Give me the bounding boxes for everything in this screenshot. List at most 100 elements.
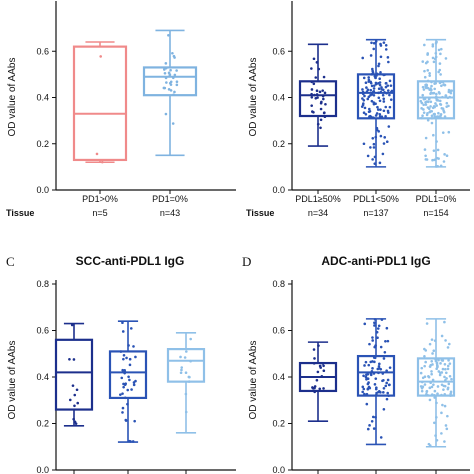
data-point	[420, 116, 423, 120]
data-point	[440, 106, 444, 110]
data-point	[361, 92, 365, 96]
data-point	[126, 388, 130, 392]
data-point	[434, 81, 437, 85]
data-point	[439, 47, 443, 51]
data-point	[374, 82, 378, 86]
data-point	[124, 418, 128, 422]
data-point	[375, 391, 378, 395]
data-point	[443, 384, 447, 388]
data-point	[435, 401, 438, 405]
data-point	[374, 377, 378, 380]
data-point	[437, 70, 440, 74]
data-point	[361, 97, 364, 100]
data-point	[426, 393, 430, 397]
count-label: n=43	[160, 208, 180, 218]
data-point	[435, 357, 438, 361]
data-point	[68, 398, 72, 402]
data-point	[448, 342, 451, 346]
panel-d-y-axis: 0.0 0.2 0.4 0.6 0.8	[272, 279, 470, 474]
data-point	[433, 389, 437, 393]
data-point	[366, 382, 370, 386]
data-point	[429, 105, 432, 108]
data-point	[127, 375, 130, 379]
data-point	[171, 122, 175, 125]
data-point	[314, 97, 318, 100]
data-point	[447, 130, 451, 134]
data-point	[72, 417, 75, 421]
data-point	[428, 342, 432, 346]
data-point	[446, 346, 450, 349]
data-point	[323, 91, 327, 95]
data-point	[439, 164, 443, 168]
data-point	[379, 345, 383, 349]
box-1	[54, 322, 94, 474]
box-2	[142, 29, 198, 194]
data-point	[438, 99, 442, 103]
box-1	[298, 341, 338, 474]
data-point	[76, 401, 80, 405]
data-point	[121, 406, 125, 410]
data-point	[312, 362, 316, 365]
data-point	[175, 80, 179, 84]
data-point	[423, 364, 426, 368]
data-point	[433, 87, 436, 91]
data-point	[430, 114, 434, 118]
data-point	[431, 44, 435, 48]
data-point	[444, 424, 448, 427]
data-point	[367, 95, 371, 99]
data-point	[390, 89, 394, 93]
y-tick-label: 0.0	[36, 185, 49, 195]
data-point	[310, 67, 313, 70]
data-point	[123, 370, 127, 374]
data-point	[426, 79, 430, 83]
data-point	[362, 76, 366, 80]
data-point	[376, 108, 380, 111]
data-point	[426, 112, 429, 115]
data-point	[373, 162, 377, 165]
data-point	[431, 158, 434, 162]
data-point	[72, 358, 76, 361]
data-point	[162, 68, 166, 71]
data-point	[369, 146, 372, 149]
data-point	[374, 415, 377, 419]
data-point	[432, 112, 436, 116]
panel-c-boxes	[54, 320, 206, 474]
data-point	[120, 376, 124, 380]
data-point	[430, 370, 433, 373]
data-point	[101, 160, 104, 164]
data-point	[377, 96, 381, 100]
data-point	[389, 84, 393, 87]
data-point	[366, 372, 370, 376]
data-point	[423, 43, 426, 47]
data-point	[371, 367, 374, 370]
data-point	[446, 364, 450, 368]
data-point	[426, 52, 430, 55]
panel-d-boxes	[298, 318, 456, 474]
data-point	[321, 89, 324, 92]
data-point	[430, 80, 433, 84]
data-point	[363, 106, 367, 110]
panel-a-ylabel: OD value of AAbs	[7, 58, 18, 137]
data-point	[381, 93, 385, 97]
data-point	[184, 410, 188, 414]
data-point	[68, 358, 71, 361]
data-point	[363, 392, 366, 396]
data-point	[173, 90, 176, 94]
iqr-box	[416, 80, 456, 120]
data-point	[444, 57, 448, 60]
data-point	[313, 390, 317, 394]
data-point	[375, 386, 378, 389]
data-point	[319, 126, 322, 130]
box-2	[356, 318, 396, 474]
data-point	[429, 87, 432, 90]
data-point	[313, 386, 316, 390]
data-point	[372, 142, 376, 146]
data-point	[321, 94, 325, 98]
data-point	[185, 350, 188, 353]
data-point	[373, 321, 376, 325]
data-point	[434, 102, 437, 105]
data-point	[441, 131, 445, 134]
iqr-box	[142, 66, 198, 97]
data-point	[435, 40, 438, 44]
data-point	[377, 365, 381, 368]
